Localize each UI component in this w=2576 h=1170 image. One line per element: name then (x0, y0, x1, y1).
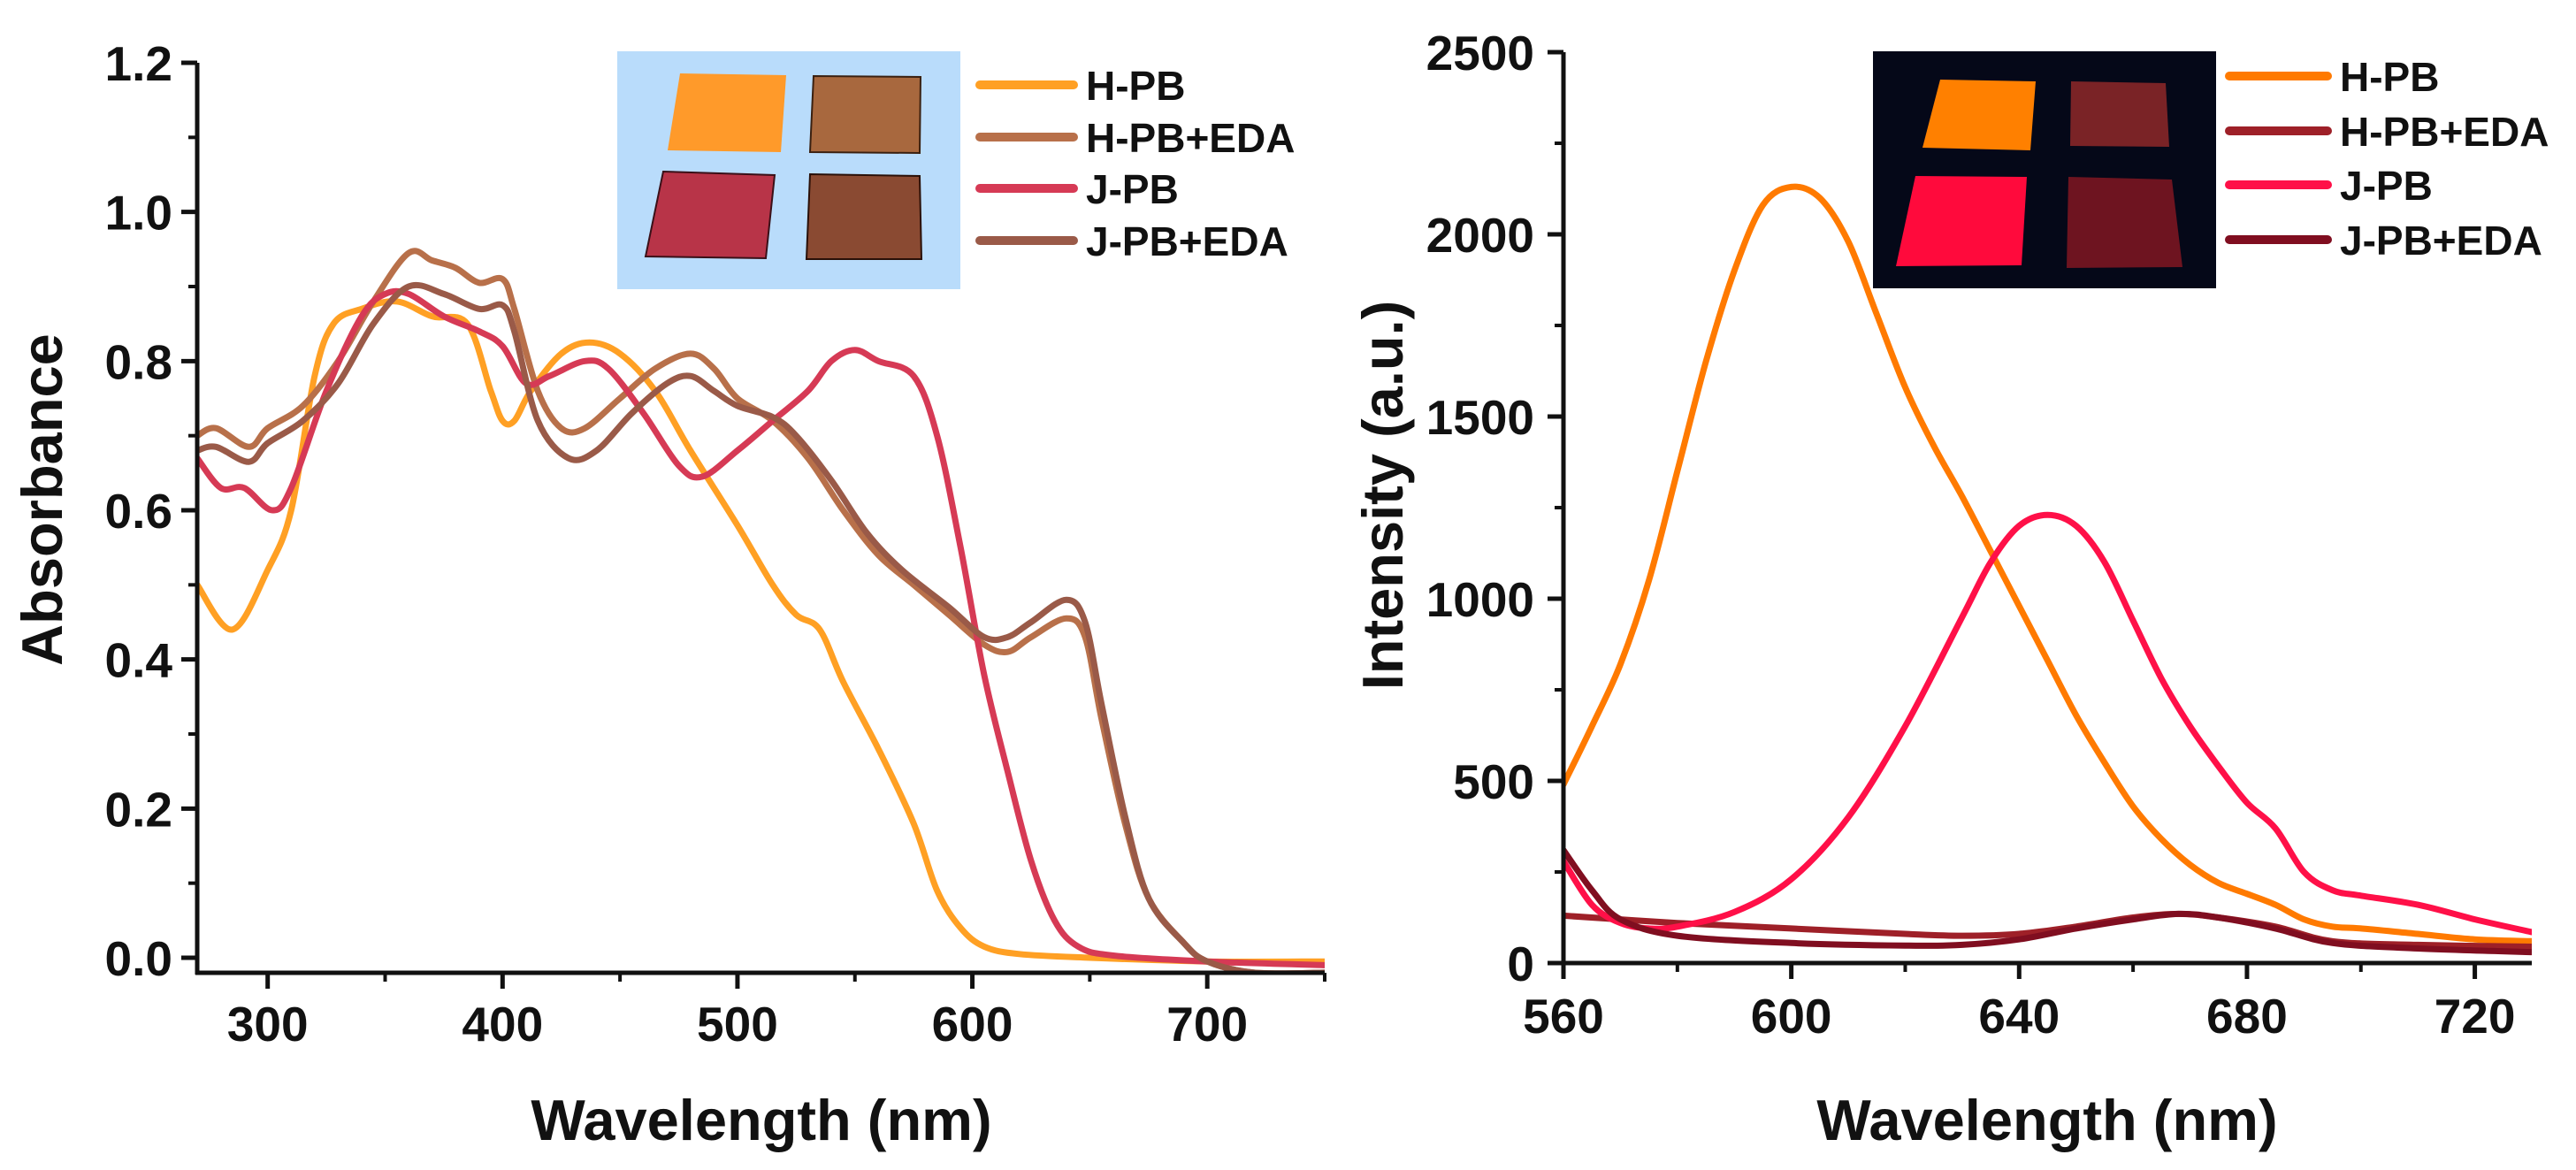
axes: 560 600 640 680 720 0 500 1000 1500 2000 2500 (1426, 26, 2532, 1044)
legend: H-PB H-PB+EDA J-PB J-PB+EDA (2225, 54, 2549, 264)
y-tick-label: 0 (1507, 937, 1534, 991)
y-axis-title: Intensity (a.u.) (1350, 301, 1415, 691)
series-line-j-pb (197, 287, 1325, 968)
x-tick-label: 640 (1978, 989, 2060, 1044)
y-tick-label: 1000 (1426, 572, 1534, 627)
legend-label: H-PB (1086, 63, 1185, 109)
absorbance-panel: 300 400 500 600 700 0.0 0.2 0.4 0.6 0.8 1.0 1.2 Wav… (10, 36, 1326, 1152)
x-axis-title: Wavelength (nm) (531, 1088, 991, 1152)
axes: 300 400 500 600 700 0.0 0.2 0.4 0.6 0.8 1.0 1.2 (105, 36, 1326, 1051)
y-axis-title: Absorbance (10, 333, 74, 666)
x-tick-label: 400 (462, 997, 543, 1051)
x-tick-label: 680 (2206, 989, 2288, 1044)
y-tick-label: 0.0 (105, 931, 172, 986)
emission-panel: 560 600 640 680 720 0 500 1000 1500 2000 2500 Wave… (1350, 26, 2549, 1152)
y-tick-label: 1.2 (105, 36, 172, 91)
y-tick-label: 2500 (1426, 26, 1534, 80)
legend-label: H-PB+EDA (1086, 115, 1295, 161)
x-tick-label: 600 (932, 997, 1013, 1051)
y-tick-label: 0.6 (105, 484, 172, 539)
x-tick-label: 300 (227, 997, 309, 1051)
x-axis-title: Wavelength (nm) (1816, 1088, 2277, 1152)
x-tick-label: 560 (1523, 989, 1604, 1044)
legend-label: J-PB+EDA (2340, 218, 2542, 264)
legend-item: H-PB (2225, 54, 2439, 100)
series-layer (197, 248, 1325, 973)
legend-item: J-PB+EDA (2225, 218, 2542, 264)
legend-label: J-PB (1086, 166, 1179, 212)
legend-item: J-PB (975, 166, 1179, 212)
x-tick-label: 500 (697, 997, 778, 1051)
series-layer (1563, 183, 2532, 956)
legend: H-PB H-PB+EDA J-PB J-PB+EDA (975, 63, 1295, 264)
legend-label: H-PB+EDA (2340, 109, 2549, 155)
legend-item: J-PB+EDA (975, 218, 1288, 264)
y-tick-label: 1.0 (105, 186, 172, 241)
legend-item: H-PB+EDA (975, 115, 1295, 161)
legend-label: H-PB (2340, 54, 2439, 100)
legend-item: J-PB (2225, 163, 2433, 209)
x-tick-label: 600 (1751, 989, 1832, 1044)
series-line-h-pb (197, 298, 1325, 966)
series-line-h-pb-plus-eda (197, 248, 1325, 973)
legend-item: H-PB (975, 63, 1185, 109)
sample-photo-daylight (617, 51, 960, 289)
legend-item: H-PB+EDA (2225, 109, 2549, 155)
sample-photo-uv (1873, 51, 2216, 288)
x-tick-label: 700 (1166, 997, 1248, 1051)
series-line-j-pb-plus-eda (197, 281, 1325, 973)
x-tick-label: 720 (2435, 989, 2516, 1044)
y-tick-label: 1500 (1426, 390, 1534, 445)
y-tick-label: 0.2 (105, 782, 172, 837)
series-line-j-pb-plus-eda (1563, 846, 2532, 956)
series-line-j-pb (1563, 511, 2532, 936)
series-line-h-pb (1563, 183, 2532, 944)
y-tick-label: 2000 (1426, 208, 1534, 263)
y-tick-label: 0.8 (105, 334, 172, 389)
legend-label: J-PB (2340, 163, 2433, 209)
legend-label: J-PB+EDA (1086, 218, 1288, 264)
y-tick-label: 500 (1453, 754, 1534, 809)
y-tick-label: 0.4 (105, 633, 173, 688)
